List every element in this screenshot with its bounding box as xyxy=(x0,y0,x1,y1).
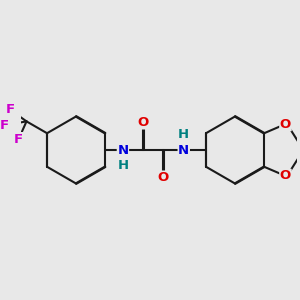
Text: O: O xyxy=(158,171,169,184)
Text: O: O xyxy=(280,118,291,130)
Text: O: O xyxy=(280,169,291,182)
Text: F: F xyxy=(0,119,9,132)
Text: F: F xyxy=(5,103,14,116)
Text: H: H xyxy=(117,158,128,172)
Text: N: N xyxy=(117,143,128,157)
Text: F: F xyxy=(14,133,23,146)
Text: N: N xyxy=(178,143,189,157)
Text: O: O xyxy=(138,116,149,129)
Text: H: H xyxy=(178,128,189,142)
